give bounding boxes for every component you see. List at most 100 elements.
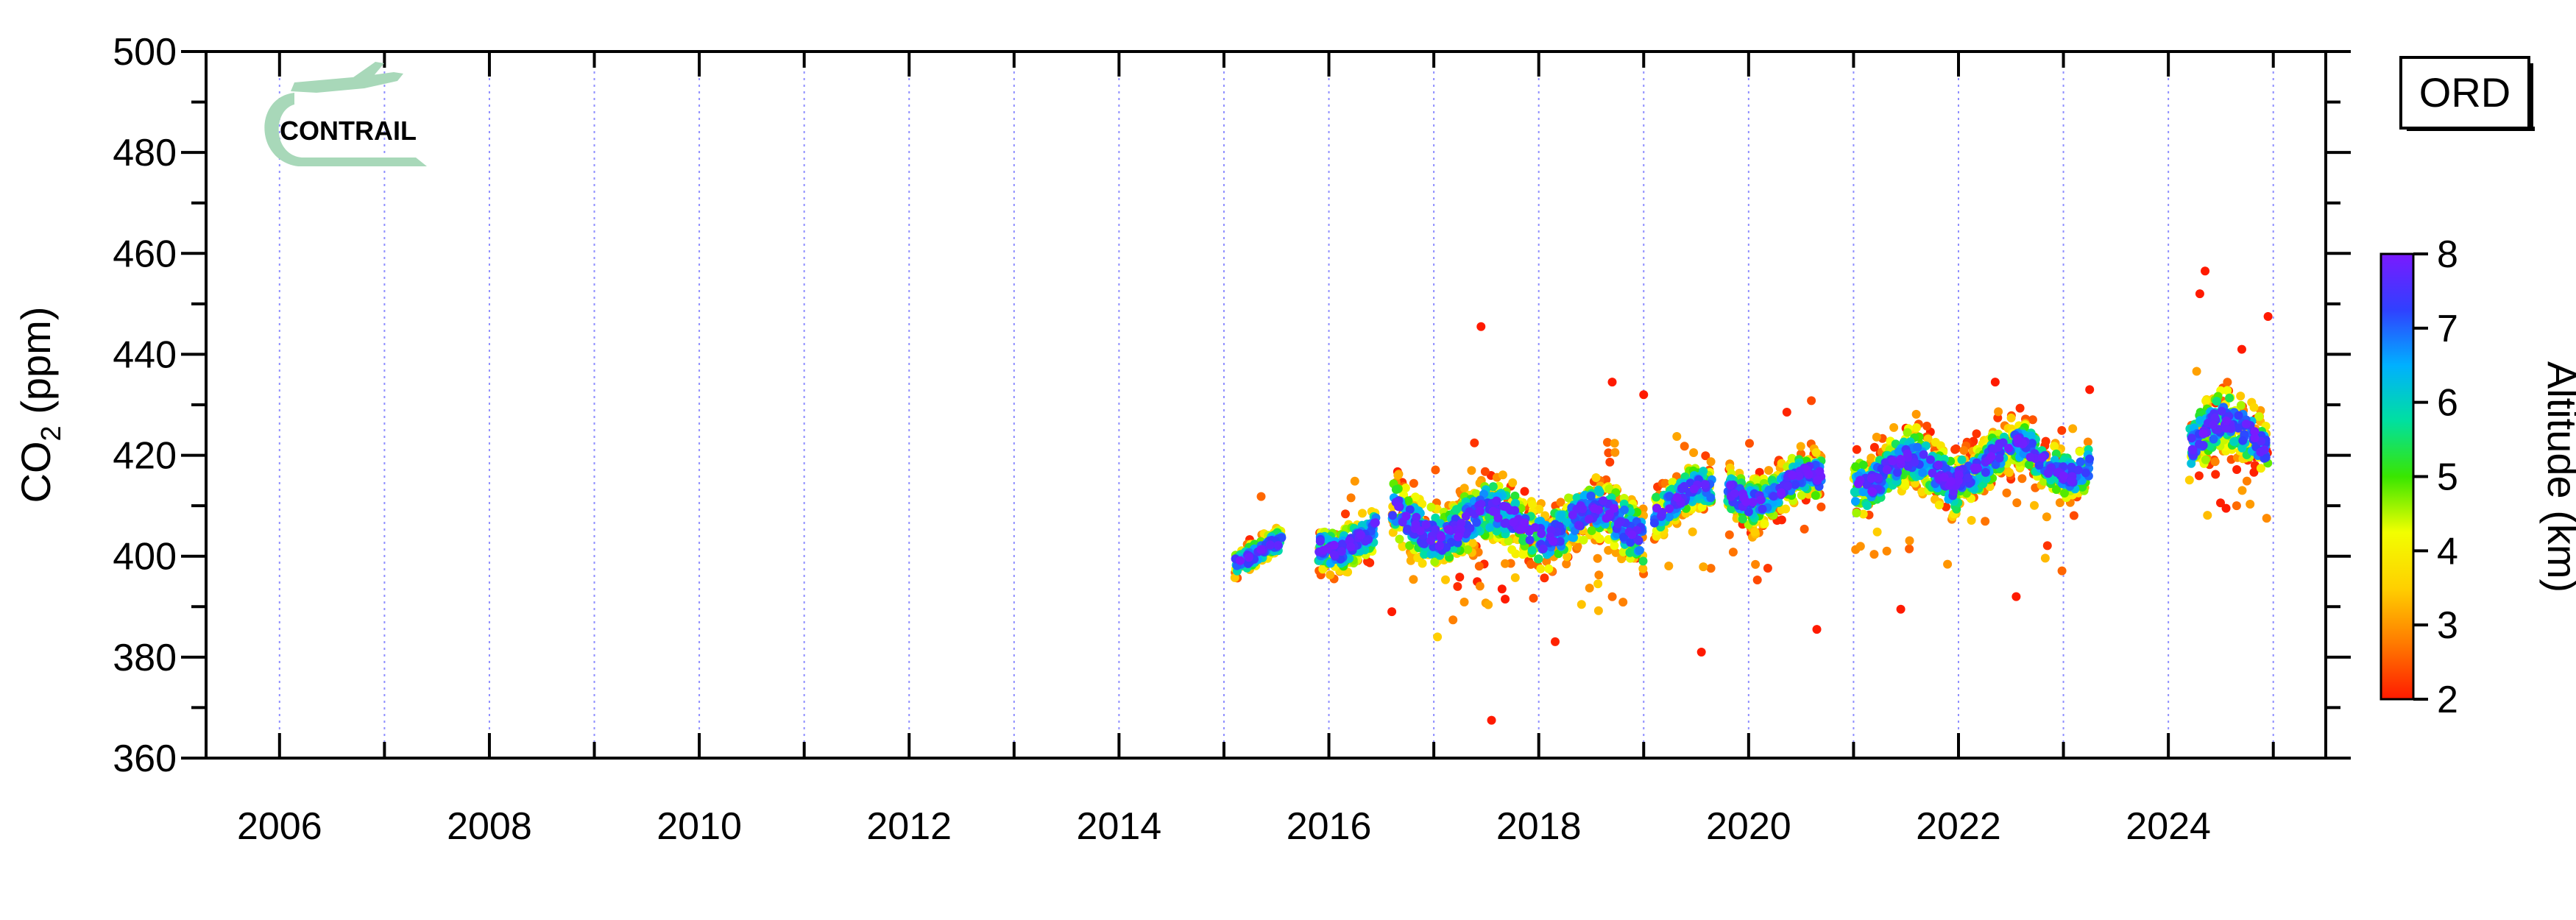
data-point — [1534, 554, 1543, 564]
data-point — [1816, 502, 1826, 512]
data-point — [2050, 442, 2059, 451]
data-point — [1391, 485, 1401, 495]
data-point — [1896, 454, 1906, 464]
data-point — [1474, 562, 1484, 571]
data-point — [1882, 546, 1892, 556]
data-point — [1869, 442, 1879, 452]
data-point — [1448, 615, 1458, 625]
data-point — [1602, 514, 1611, 523]
outlier-point — [1990, 378, 2000, 387]
data-point — [2242, 476, 2251, 486]
data-point — [1394, 502, 1404, 512]
data-point — [2210, 457, 2220, 467]
data-point — [1454, 532, 1463, 542]
data-point — [2042, 541, 2052, 551]
data-point — [1925, 455, 1935, 464]
data-point — [1613, 519, 1623, 528]
data-point — [1804, 470, 1814, 479]
data-point — [1395, 534, 1404, 544]
colorbar-tick-label: 8 — [2437, 233, 2458, 276]
data-point — [1689, 448, 1699, 457]
data-point — [2187, 445, 2197, 454]
data-point — [1854, 479, 1863, 489]
data-point — [1933, 460, 1943, 470]
data-point — [1928, 468, 1937, 478]
data-point — [2238, 436, 2248, 445]
colorbar — [2379, 252, 2415, 701]
data-point — [1420, 550, 1429, 559]
data-point — [2232, 465, 2242, 474]
data-point — [2262, 514, 2271, 523]
x-tick-label: 2006 — [237, 805, 322, 848]
data-point — [1782, 408, 1791, 417]
data-point — [1633, 535, 1643, 545]
data-point — [2232, 501, 2241, 511]
data-point — [1590, 504, 1599, 513]
data-point — [1626, 537, 1635, 547]
data-point — [2223, 386, 2232, 395]
x-tick-label: 2018 — [1496, 805, 1582, 848]
data-point — [1783, 481, 1793, 491]
data-point — [1595, 487, 1604, 497]
data-point — [1529, 593, 1538, 603]
data-point — [1236, 556, 1245, 565]
data-point — [1764, 466, 1774, 475]
data-point — [2040, 553, 2050, 563]
data-point — [1605, 457, 1615, 467]
x-tick-label: 2014 — [1077, 805, 1162, 848]
data-point — [1850, 487, 1859, 497]
colorbar-title: Altitude (km) — [2539, 361, 2576, 592]
data-point — [1724, 530, 1734, 539]
data-point — [1455, 573, 1465, 582]
data-point — [1577, 600, 1586, 609]
data-point — [1752, 475, 1762, 485]
data-point — [1593, 579, 1603, 589]
data-point — [1411, 520, 1420, 529]
data-point — [2222, 416, 2231, 425]
data-point — [1538, 544, 1548, 553]
data-point — [1913, 442, 1922, 452]
data-point — [1791, 480, 1800, 489]
data-point — [1672, 492, 1682, 502]
data-point — [1244, 553, 1253, 562]
colorbar-tick-label: 3 — [2437, 604, 2458, 647]
data-point — [1551, 637, 1560, 646]
data-point — [1851, 462, 1861, 472]
data-point — [1744, 507, 1753, 517]
data-point — [1852, 445, 1861, 454]
data-point — [1405, 505, 1415, 514]
colorbar-ticks: 2 3 4 5 6 7 8 — [2413, 233, 2458, 721]
outlier-point — [1639, 390, 1649, 400]
data-point — [1326, 570, 1335, 579]
data-point — [1593, 553, 1602, 563]
y-tick-label: 480 — [113, 132, 177, 174]
outlier-point — [1896, 604, 1906, 614]
data-point — [2217, 406, 2226, 416]
data-point — [1953, 476, 1963, 486]
data-point — [1501, 518, 1510, 528]
data-point — [1638, 564, 1648, 573]
data-point — [2025, 453, 2035, 462]
data-point — [1851, 497, 1860, 506]
airplane-icon — [291, 62, 403, 93]
data-point — [1426, 503, 1436, 512]
data-point — [1564, 493, 1574, 503]
data-point — [2198, 441, 2208, 450]
colorbar-tick-label: 5 — [2437, 456, 2458, 499]
outlier-point — [1501, 595, 1510, 604]
outlier-point — [1476, 322, 1486, 331]
data-point — [1507, 545, 1517, 554]
data-point — [1587, 526, 1596, 535]
data-point — [1586, 492, 1596, 501]
data-point — [1813, 475, 1822, 485]
data-point — [2042, 512, 2051, 522]
data-point — [1346, 493, 1356, 503]
data-point — [1910, 458, 1919, 467]
data-point — [1470, 438, 1479, 447]
data-point — [1330, 551, 1339, 559]
data-point — [1652, 503, 1661, 513]
data-point — [1468, 538, 1477, 548]
data-point — [1730, 489, 1739, 498]
data-point — [1519, 549, 1529, 559]
